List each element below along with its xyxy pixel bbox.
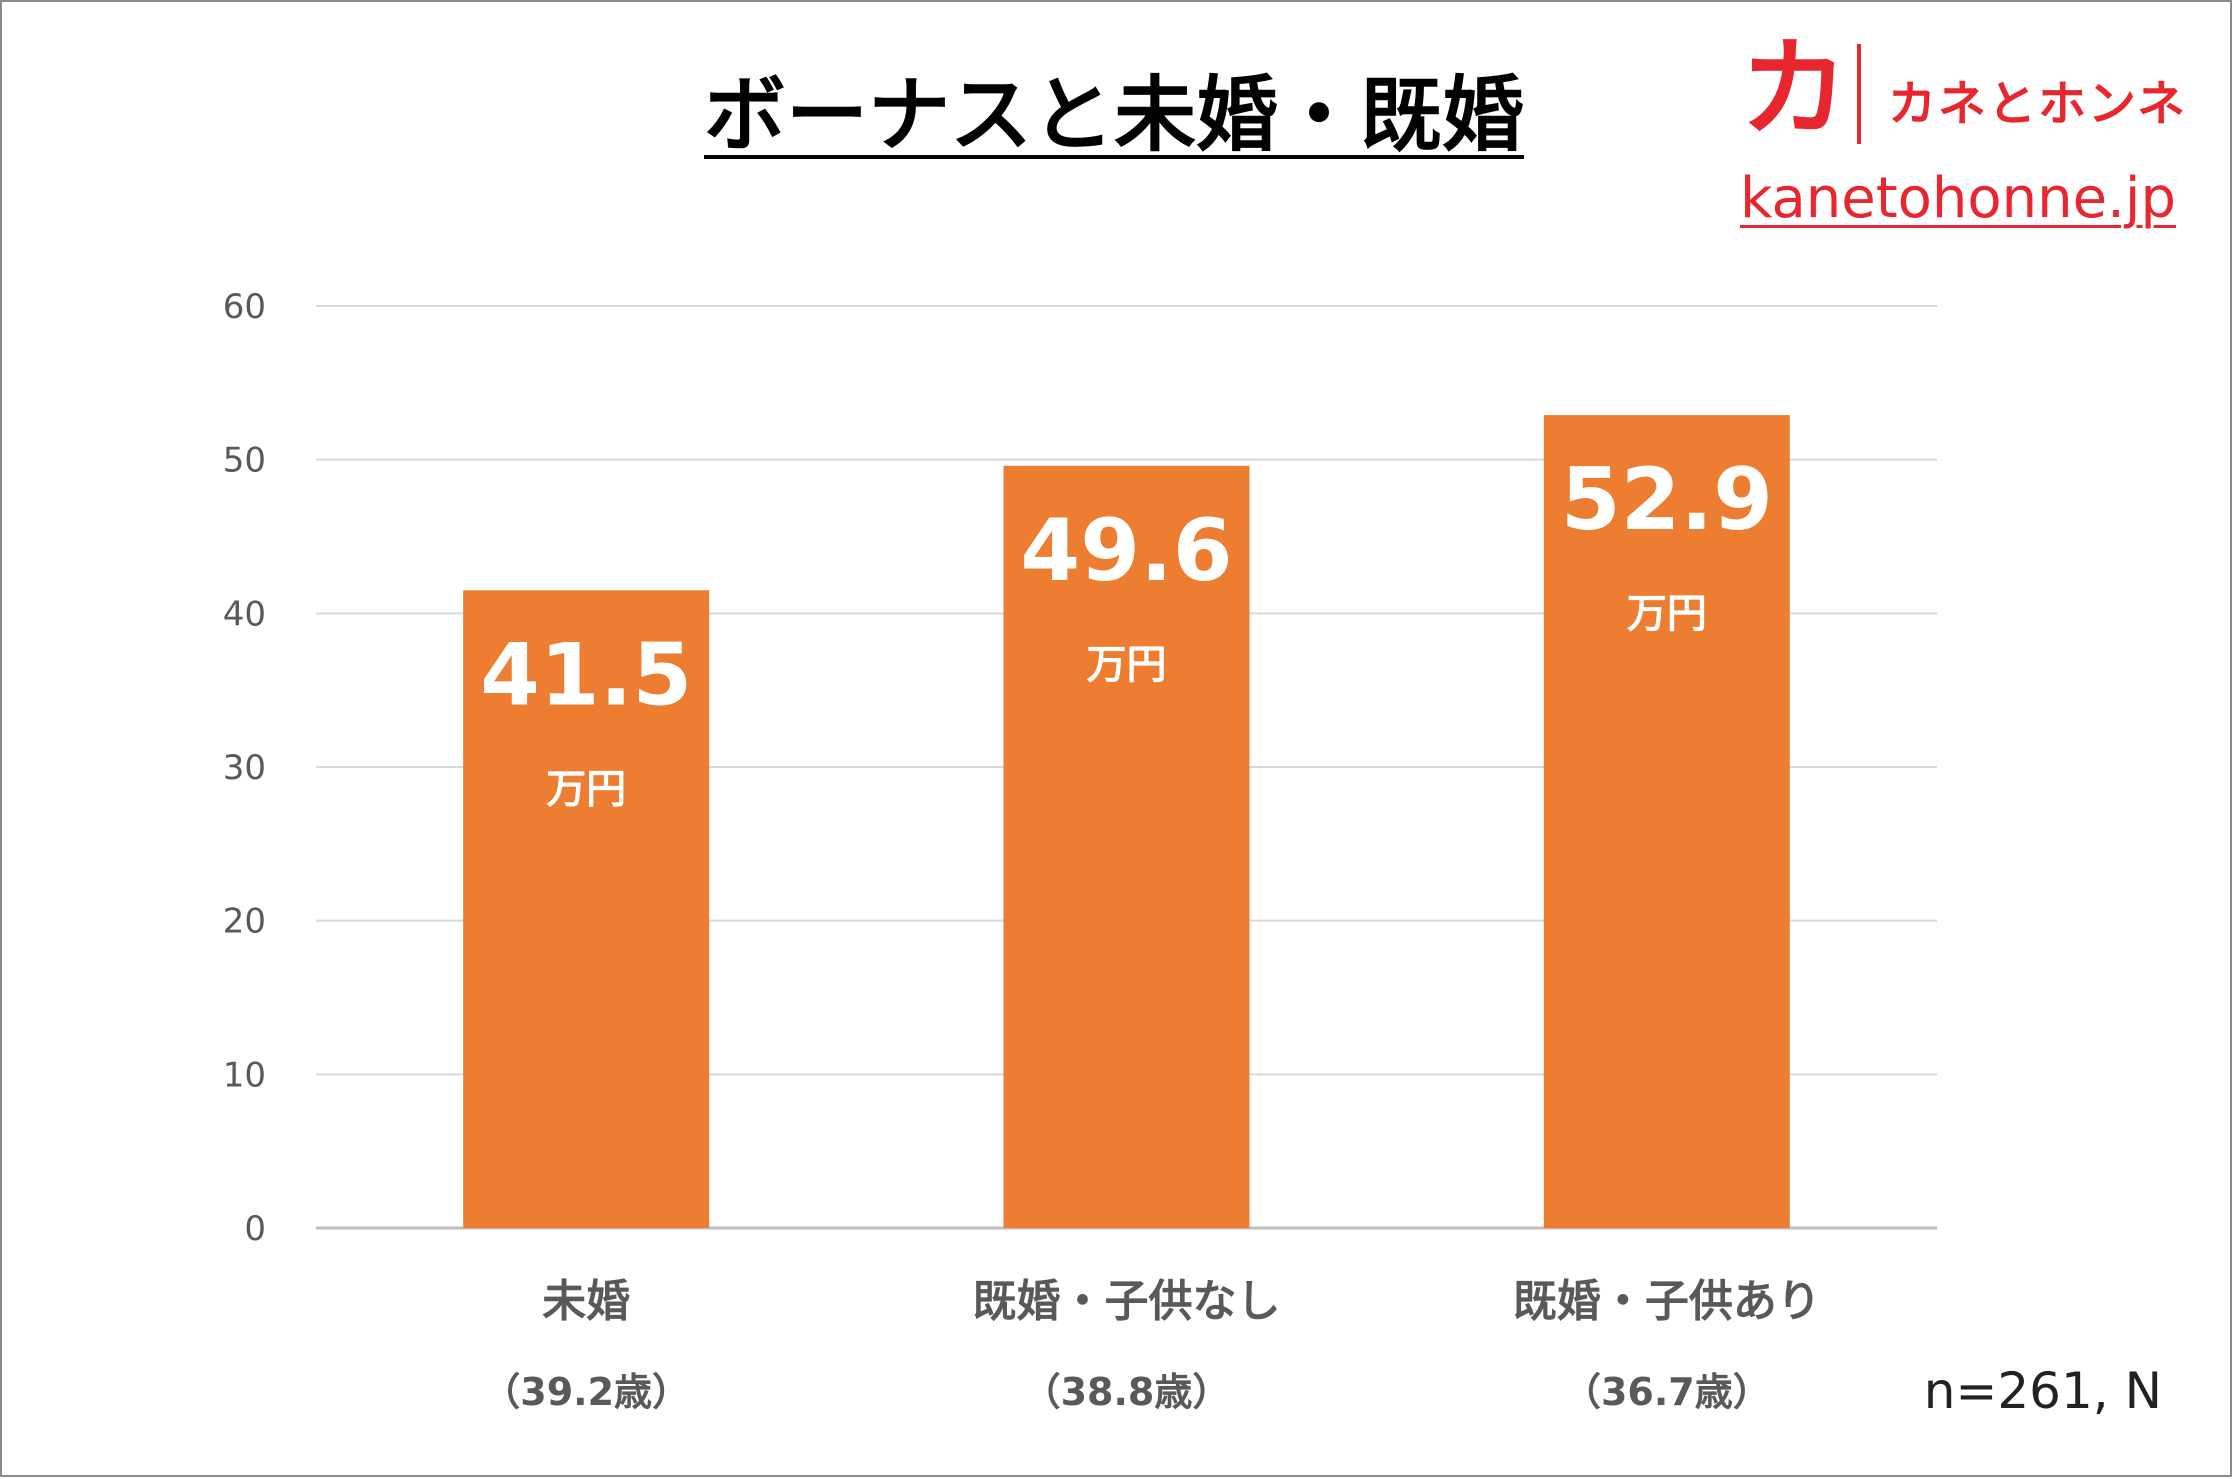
brand-logo-divider — [1857, 44, 1861, 144]
y-tick-label: 30 — [223, 748, 266, 788]
bar-unit-label: 万円 — [546, 766, 626, 812]
y-tick-label: 60 — [223, 287, 266, 327]
bar-unit-label: 万円 — [1087, 642, 1167, 688]
y-tick-label: 0 — [244, 1209, 266, 1249]
bar — [463, 590, 710, 1228]
x-category-label: 既婚・子供なし — [973, 1276, 1281, 1327]
x-category-note: （39.2歳） — [482, 1370, 690, 1414]
y-tick-label: 20 — [223, 902, 266, 942]
sample-size-note: n=261, N — [1923, 1362, 2162, 1420]
y-tick-label: 50 — [223, 441, 266, 481]
brand-logo-text: カネとホンネ — [1888, 76, 2188, 132]
bars: 41.5 万円 49.6 万円 52.9 万円 — [463, 415, 1790, 1228]
x-axis-labels: 未婚 （39.2歳） 既婚・子供なし （38.8歳） 既婚・子供あり （36.7歳） — [482, 1276, 1821, 1414]
bar-unit-label: 万円 — [1627, 591, 1707, 637]
bar — [1543, 415, 1790, 1228]
x-category-note: （38.8歳） — [1023, 1370, 1231, 1414]
y-axis-ticks: 0 10 20 30 40 50 60 — [223, 287, 266, 1249]
y-tick-label: 40 — [223, 594, 266, 634]
bar-value-label: 52.9 — [1561, 450, 1773, 550]
bar — [1003, 465, 1250, 1228]
x-category-label: 既婚・子供あり — [1513, 1276, 1821, 1327]
x-category-note: （36.7歳） — [1563, 1370, 1771, 1414]
chart-title: ボーナスと未婚・既婚 — [704, 68, 1525, 163]
brand-site-link[interactable]: kanetohonne.jp — [1740, 166, 2177, 231]
brand-logo-mark: カ — [1740, 27, 1849, 152]
bar-value-label: 41.5 — [480, 625, 692, 725]
y-tick-label: 10 — [223, 1055, 266, 1095]
bar-value-label: 49.6 — [1020, 501, 1232, 601]
x-category-label: 未婚 — [542, 1276, 630, 1327]
